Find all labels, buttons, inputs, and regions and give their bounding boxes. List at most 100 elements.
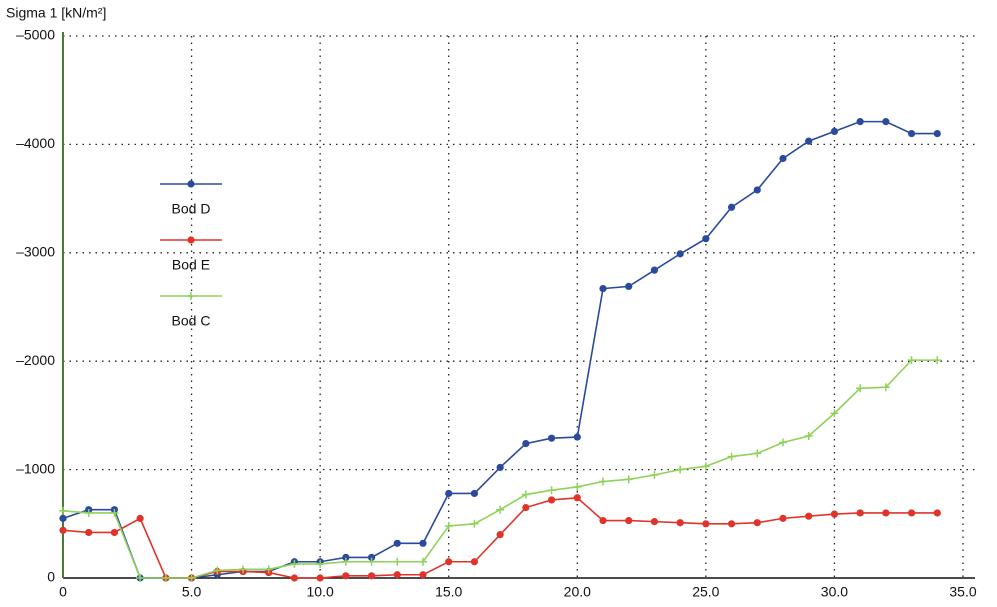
data-point [805, 512, 813, 520]
data-point [522, 439, 530, 448]
data-point [624, 475, 633, 484]
data-point [84, 508, 93, 517]
data-point [264, 565, 273, 574]
data-point [599, 284, 607, 293]
data-point [342, 553, 350, 562]
data-point [701, 462, 710, 471]
data-point [804, 431, 813, 440]
data-point [367, 553, 376, 562]
data-point [85, 528, 93, 537]
x-tick-label: 15.0 [435, 584, 462, 600]
data-point [445, 489, 453, 498]
legend-marker [187, 180, 195, 188]
y-tick-label: –5000 [16, 27, 55, 43]
data-point [573, 482, 582, 491]
data-point [933, 509, 941, 517]
data-point [496, 463, 504, 472]
data-point [547, 496, 556, 504]
data-point [316, 559, 325, 568]
data-point [342, 572, 350, 580]
data-point [753, 186, 761, 194]
data-point [393, 539, 401, 547]
data-point [290, 559, 299, 568]
data-point [419, 557, 427, 566]
data-point [805, 137, 813, 145]
data-point [625, 516, 633, 525]
data-point [856, 118, 864, 126]
data-point [753, 449, 762, 458]
x-tick-label: 20.0 [564, 584, 591, 600]
data-point [830, 510, 839, 518]
data-point [445, 558, 453, 566]
data-point [881, 383, 890, 392]
y-tick-label: –4000 [16, 135, 55, 151]
data-point [650, 471, 659, 480]
data-point [650, 266, 659, 274]
data-point [882, 509, 890, 517]
data-point [393, 571, 401, 579]
y-tick-label: 0 [47, 569, 55, 585]
data-point [779, 514, 787, 522]
data-point [907, 356, 916, 365]
x-tick-label: 35.0 [949, 584, 976, 600]
data-point [547, 434, 556, 442]
legend-label: Bod C [172, 313, 211, 329]
data-point [933, 129, 941, 138]
data-point [522, 503, 530, 512]
x-tick-label: 0 [59, 584, 67, 600]
data-point [239, 565, 247, 574]
legend-label: Bod E [172, 257, 210, 273]
data-point [830, 409, 839, 418]
data-point [470, 489, 479, 498]
data-point [856, 509, 864, 517]
data-point [59, 526, 67, 534]
legend-label: Bod D [172, 201, 211, 217]
data-point [727, 452, 736, 461]
data-point [136, 514, 144, 522]
data-point [161, 574, 170, 582]
data-point [676, 465, 685, 474]
data-point [830, 127, 839, 135]
y-axis-label: Sigma 1 [kN/m²] [6, 5, 106, 21]
data-point [650, 518, 659, 526]
data-point [316, 574, 324, 582]
data-point [341, 557, 350, 566]
data-point [290, 574, 299, 582]
data-point [882, 118, 890, 126]
data-point [573, 494, 581, 502]
data-point [676, 519, 684, 527]
data-point [496, 531, 504, 539]
data-point [59, 514, 67, 522]
legend-marker [187, 292, 195, 300]
data-point [213, 566, 222, 575]
data-point [753, 519, 761, 527]
data-point [419, 539, 427, 547]
data-point [59, 506, 67, 515]
y-tick-label: –2000 [16, 352, 55, 368]
data-point [573, 433, 581, 441]
data-point [110, 508, 119, 517]
data-point [496, 505, 505, 514]
data-point [599, 477, 607, 486]
data-point [676, 250, 684, 258]
data-point [419, 571, 427, 579]
legend-marker [187, 236, 195, 244]
data-point [779, 154, 787, 163]
data-point [727, 203, 736, 211]
data-point [444, 521, 453, 530]
y-tick-label: –3000 [16, 244, 55, 260]
data-point [779, 438, 787, 447]
data-point [856, 384, 865, 393]
data-point [136, 574, 145, 582]
data-point [727, 520, 736, 528]
data-point [907, 129, 916, 138]
data-point [521, 490, 530, 499]
data-point [599, 516, 607, 525]
data-point [625, 282, 633, 291]
data-point [367, 557, 376, 566]
y-tick-label: –1000 [16, 460, 55, 476]
data-point [907, 509, 916, 517]
data-point [702, 235, 710, 243]
x-tick-label: 30.0 [821, 584, 848, 600]
